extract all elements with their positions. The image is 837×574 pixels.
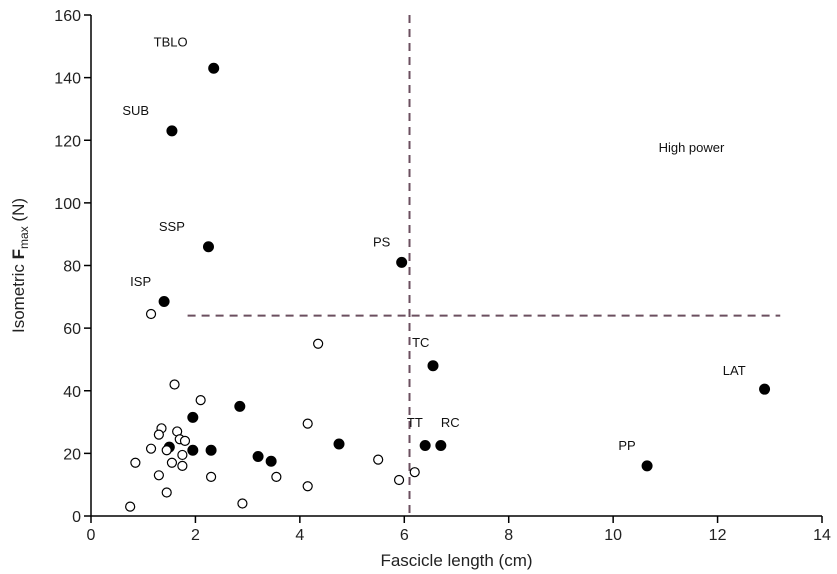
high-power-annotation: High power	[659, 140, 725, 155]
y-axis-title: Isometric Fmax (N)	[9, 198, 31, 333]
filled-point	[202, 241, 214, 253]
open-point	[161, 487, 172, 498]
point-label: TC	[412, 335, 429, 350]
y-tick-label: 140	[54, 71, 81, 88]
open-point	[373, 454, 384, 465]
x-tick-label: 4	[295, 527, 304, 544]
point-label: TT	[407, 415, 423, 430]
open-point	[153, 470, 164, 481]
open-point	[302, 481, 313, 492]
x-tick-label: 8	[504, 527, 513, 544]
x-tick-label: 2	[191, 527, 200, 544]
filled-point	[166, 125, 178, 137]
y-axis-title-unit: (N)	[9, 198, 28, 226]
point-label: PP	[618, 438, 635, 453]
filled-point	[759, 383, 771, 395]
filled-point	[419, 440, 431, 452]
x-tick-label: 10	[604, 527, 622, 544]
y-tick-label: 100	[54, 196, 81, 213]
x-tick-label: 0	[87, 527, 96, 544]
open-point	[169, 379, 180, 390]
y-tick-label: 80	[63, 259, 81, 276]
x-tick-label: 12	[709, 527, 727, 544]
y-tick-label: 120	[54, 133, 81, 150]
x-axis-ticks: 0 2 4 6 8 10 12 14	[87, 516, 831, 544]
open-point	[145, 308, 157, 320]
point-labels: TBLO SUB SSP PS ISP TC LAT TT RC PP	[122, 34, 745, 453]
open-point	[302, 418, 313, 429]
open-point	[237, 498, 248, 509]
y-axis-title-subscript: max	[17, 226, 31, 249]
point-label: SSP	[159, 219, 185, 234]
x-axis-title: Fascicle length (cm)	[380, 551, 532, 570]
filled-point	[205, 444, 217, 456]
open-point	[145, 443, 157, 454]
open-point	[177, 460, 188, 471]
point-label: PS	[373, 235, 391, 250]
y-tick-label: 20	[63, 446, 81, 463]
point-label: LAT	[723, 363, 746, 378]
filled-point	[208, 62, 220, 74]
x-tick-label: 6	[400, 527, 409, 544]
point-label: RC	[441, 415, 460, 430]
open-point	[177, 449, 188, 461]
point-label: ISP	[130, 274, 151, 289]
y-tick-label: 40	[63, 384, 81, 401]
open-point	[153, 429, 164, 440]
filled-point	[187, 444, 199, 456]
open-point	[313, 338, 324, 349]
y-tick-label: 0	[72, 509, 81, 526]
threshold-lines	[187, 15, 781, 516]
open-point	[409, 467, 420, 478]
open-point	[125, 501, 136, 512]
filled-point	[265, 455, 277, 467]
open-point	[205, 471, 217, 482]
filled-point	[187, 411, 199, 423]
open-point	[166, 457, 178, 468]
y-axis-title-prefix: Isometric	[9, 259, 28, 333]
y-tick-label: 160	[54, 8, 81, 25]
filled-point	[396, 256, 408, 268]
point-label: SUB	[122, 103, 149, 118]
point-label: TBLO	[154, 34, 188, 49]
y-tick-label: 60	[63, 321, 81, 338]
filled-point	[252, 451, 264, 463]
axes: 0 2 4 6 8 10 12 14 0 20 40 60 80 100 120 140 160	[54, 8, 831, 544]
filled-point	[435, 440, 447, 452]
filled-point	[333, 438, 345, 450]
y-axis-ticks: 0 20 40 60 80 100 120 140 160	[54, 8, 91, 526]
open-point	[271, 471, 282, 482]
open-point	[195, 395, 206, 406]
data-points	[125, 62, 771, 512]
filled-point	[234, 400, 246, 412]
x-tick-label: 14	[813, 527, 831, 544]
filled-point	[427, 360, 439, 372]
filled-point	[641, 460, 653, 472]
y-axis-title-symbol: F	[9, 249, 28, 259]
open-point	[179, 435, 191, 446]
open-point	[130, 457, 141, 468]
filled-point	[158, 296, 170, 308]
open-point	[161, 445, 172, 456]
open-point	[393, 474, 405, 486]
